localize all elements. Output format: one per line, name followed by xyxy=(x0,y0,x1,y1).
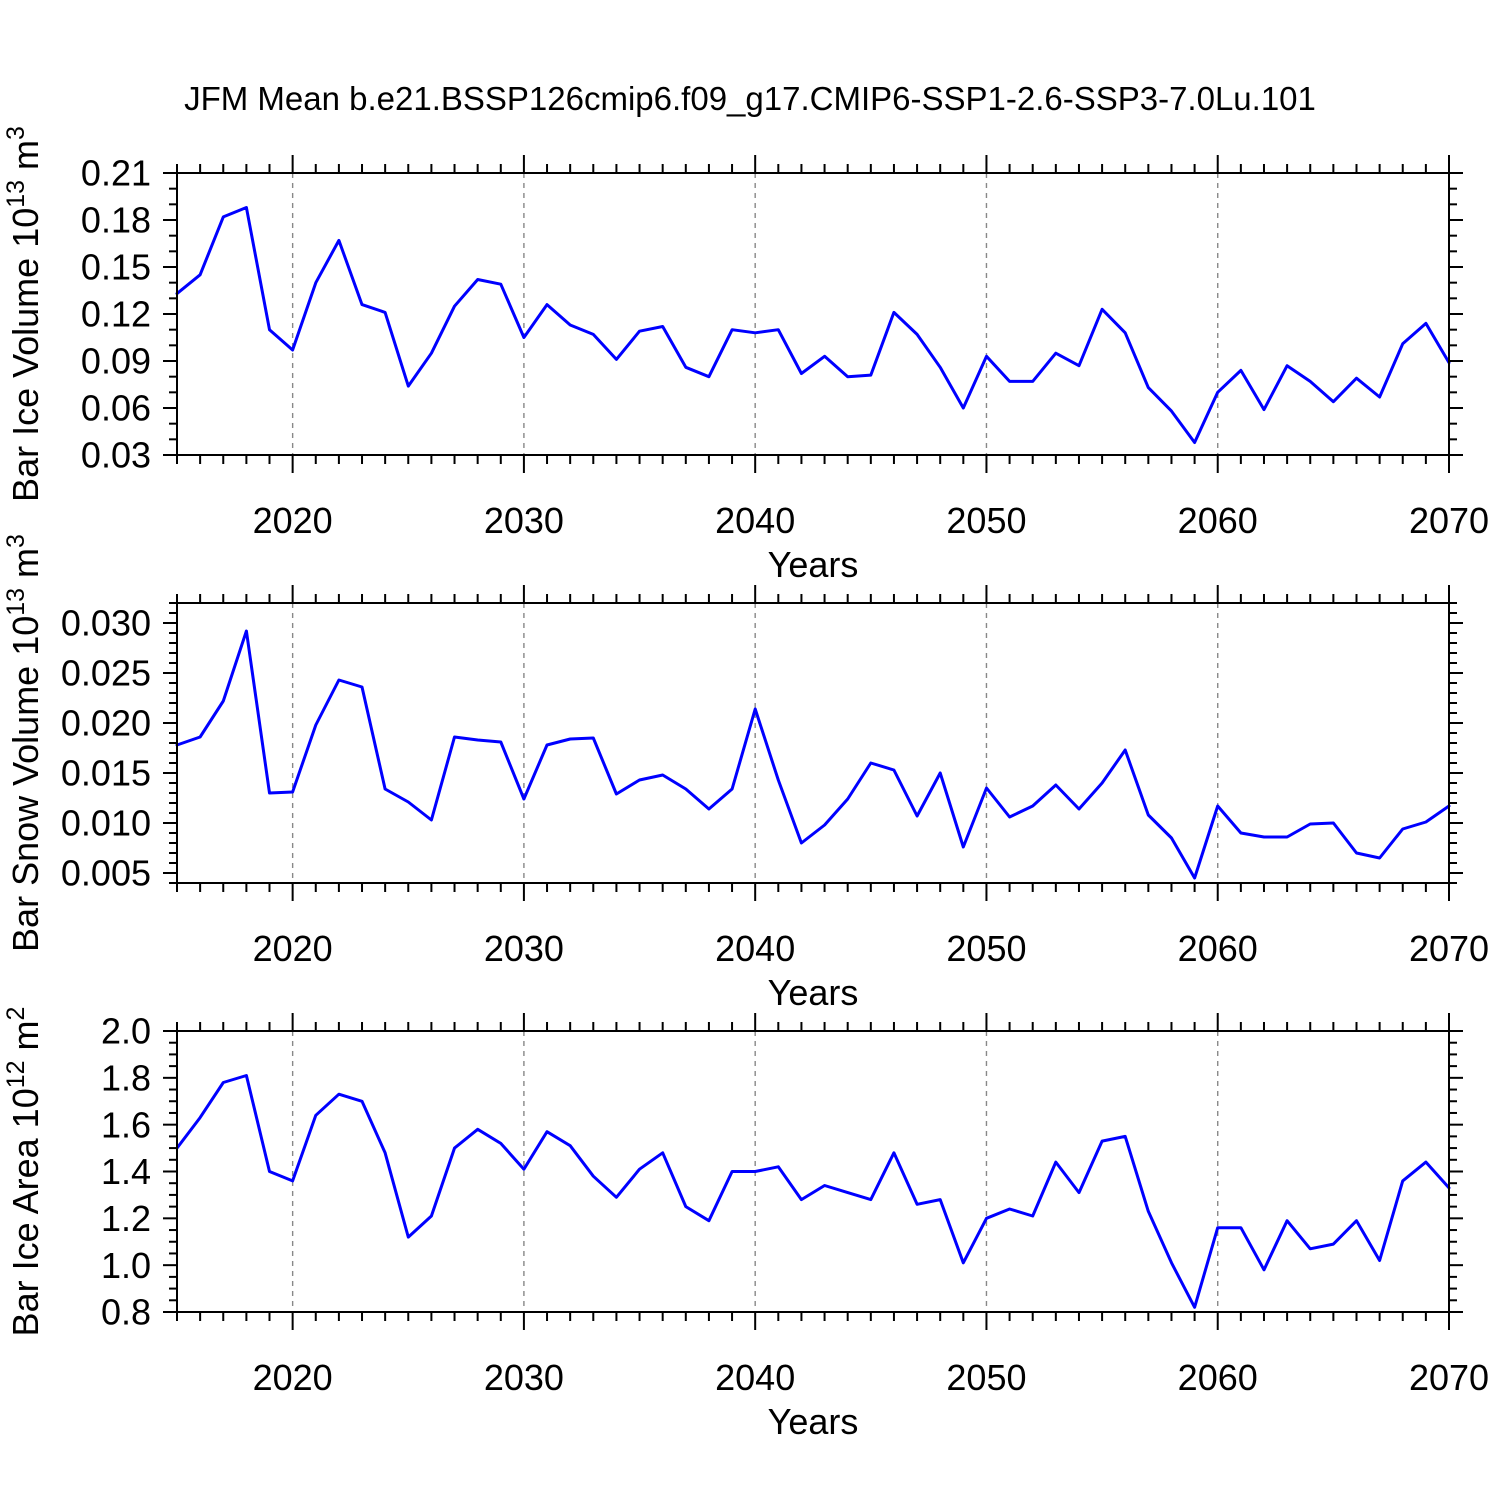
x-tick-label: 2070 xyxy=(1409,1357,1489,1398)
x-tick-label: 2050 xyxy=(946,500,1026,541)
x-tick-label: 2050 xyxy=(946,928,1026,969)
x-tick-label: 2040 xyxy=(715,928,795,969)
y-tick-label: 1.6 xyxy=(101,1104,151,1145)
y-tick-label: 0.8 xyxy=(101,1292,151,1333)
y-tick-label: 1.4 xyxy=(101,1151,151,1192)
y-tick-label: 0.06 xyxy=(81,388,151,429)
x-tick-label: 2070 xyxy=(1409,928,1489,969)
x-tick-label: 2030 xyxy=(484,500,564,541)
y-tick-label: 0.15 xyxy=(81,247,151,288)
y-axis-title-ice-volume: Bar Ice Volume 1013 m3 xyxy=(2,126,46,502)
y-tick-label: 0.015 xyxy=(61,753,151,794)
y-tick-label: 0.12 xyxy=(81,294,151,335)
x-tick-label: 2040 xyxy=(715,1357,795,1398)
panel-frame xyxy=(176,602,1450,884)
x-tick-label: 2070 xyxy=(1409,500,1489,541)
y-tick-label: 0.21 xyxy=(81,153,151,194)
y-tick-label: 1.8 xyxy=(101,1057,151,1098)
y-tick-label: 0.020 xyxy=(61,703,151,744)
x-tick-label: 2030 xyxy=(484,1357,564,1398)
y-tick-label: 2.0 xyxy=(101,1011,151,1052)
data-line-ice-area xyxy=(175,1074,1451,1309)
x-tick-label: 2040 xyxy=(715,500,795,541)
x-tick-label: 2030 xyxy=(484,928,564,969)
x-axis-title: Years xyxy=(768,1401,859,1442)
x-tick-label: 2020 xyxy=(253,928,333,969)
y-tick-label: 0.18 xyxy=(81,200,151,241)
data-line-snow-volume xyxy=(175,629,1451,880)
y-axis-title-snow-volume: Bar Snow Volume 1013 m3 xyxy=(2,534,46,952)
x-axis-title: Years xyxy=(768,544,859,585)
y-tick-label: 0.010 xyxy=(61,803,151,844)
y-tick-label: 0.03 xyxy=(81,435,151,476)
x-tick-label: 2060 xyxy=(1178,1357,1258,1398)
x-tick-label: 2050 xyxy=(946,1357,1026,1398)
x-tick-label: 2020 xyxy=(253,500,333,541)
y-tick-label: 0.030 xyxy=(61,603,151,644)
panel-frame xyxy=(176,172,1450,456)
x-tick-label: 2020 xyxy=(253,1357,333,1398)
x-axis-title: Years xyxy=(768,972,859,1013)
panel-frame xyxy=(176,1030,1450,1313)
y-tick-label: 1.2 xyxy=(101,1198,151,1239)
y-axis-title-ice-area: Bar Ice Area 1012 m2 xyxy=(2,1007,46,1337)
x-tick-label: 2060 xyxy=(1178,928,1258,969)
y-tick-label: 0.005 xyxy=(61,853,151,894)
y-tick-label: 0.09 xyxy=(81,341,151,382)
figure-title: JFM Mean b.e21.BSSP126cmip6.f09_g17.CMIP… xyxy=(184,80,1316,117)
y-tick-label: 1.0 xyxy=(101,1245,151,1286)
data-line-ice-volume xyxy=(175,206,1451,444)
x-tick-label: 2060 xyxy=(1178,500,1258,541)
y-tick-label: 0.025 xyxy=(61,653,151,694)
